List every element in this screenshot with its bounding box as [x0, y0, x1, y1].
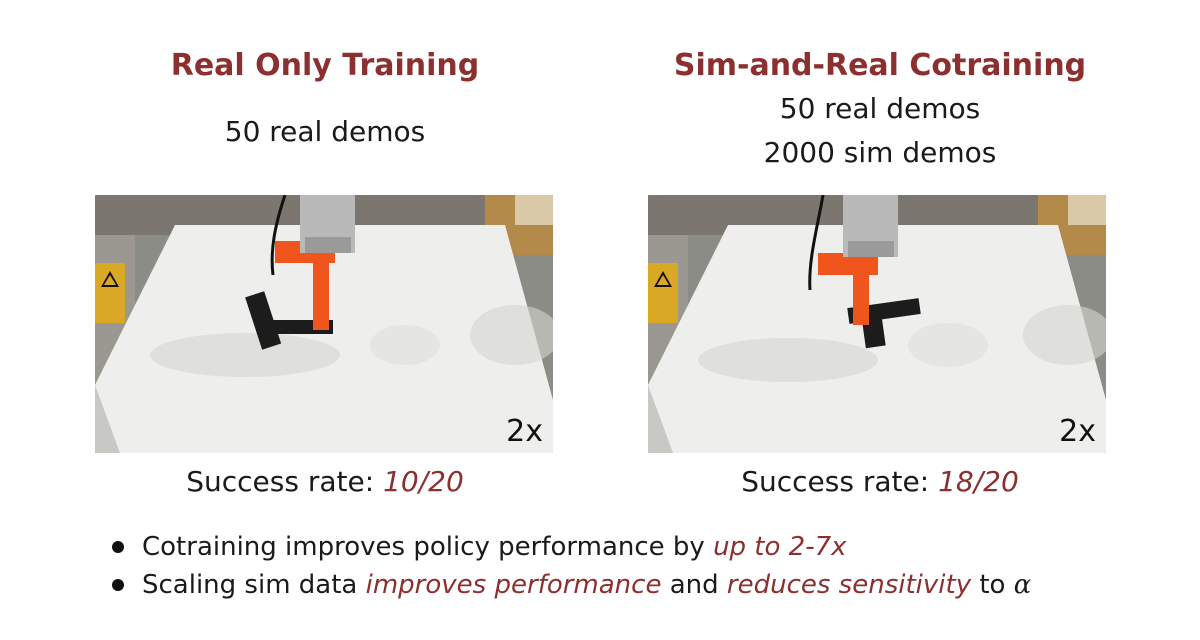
bullet-text: Cotraining improves policy performance b…	[142, 532, 714, 562]
real-only-success-value: 10/20	[383, 465, 464, 498]
sim-real-demos-real: 50 real demos	[779, 92, 981, 125]
real-only-success-rate: Success rate: 10/20	[45, 465, 605, 498]
warning-icon	[95, 263, 125, 323]
alpha-symbol: α	[1013, 570, 1032, 600]
bullet-text: and	[661, 570, 727, 600]
real-only-success-label: Success rate:	[186, 465, 384, 498]
bullet-scaling: Scaling sim data improves performance an…	[108, 568, 1108, 606]
warning-icon	[648, 263, 678, 323]
bullet-dot-icon	[112, 541, 124, 553]
sim-real-success-value: 18/20	[938, 465, 1019, 498]
sim-real-video-frame	[648, 195, 1106, 453]
sim-real-success-label: Success rate:	[741, 465, 939, 498]
sim-real-success-rate: Success rate: 18/20	[600, 465, 1160, 498]
real-only-speed-label: 2x	[506, 414, 543, 449]
bullet-accent: improves performance	[365, 570, 662, 600]
bullet-cotraining: Cotraining improves policy performance b…	[108, 530, 1108, 568]
real-only-video-frame	[95, 195, 553, 453]
bullet-accent: reduces sensitivity	[726, 570, 972, 600]
bullet-dot-icon	[112, 579, 124, 591]
real-only-title: Real Only Training	[170, 48, 480, 83]
bullet-accent: up to 2-7x	[713, 532, 847, 562]
sim-real-title: Sim-and-Real Cotraining	[673, 48, 1087, 83]
real-only-demos: 50 real demos	[224, 115, 426, 148]
sim-real-video[interactable]: 2x	[648, 195, 1106, 453]
real-only-video[interactable]: 2x	[95, 195, 553, 453]
bullet-text: Scaling sim data	[142, 570, 366, 600]
sim-real-speed-label: 2x	[1059, 414, 1096, 449]
summary-bullets: Cotraining improves policy performance b…	[108, 530, 1108, 606]
bullet-text: to	[971, 570, 1014, 600]
sim-real-demos-sim: 2000 sim demos	[763, 136, 997, 169]
